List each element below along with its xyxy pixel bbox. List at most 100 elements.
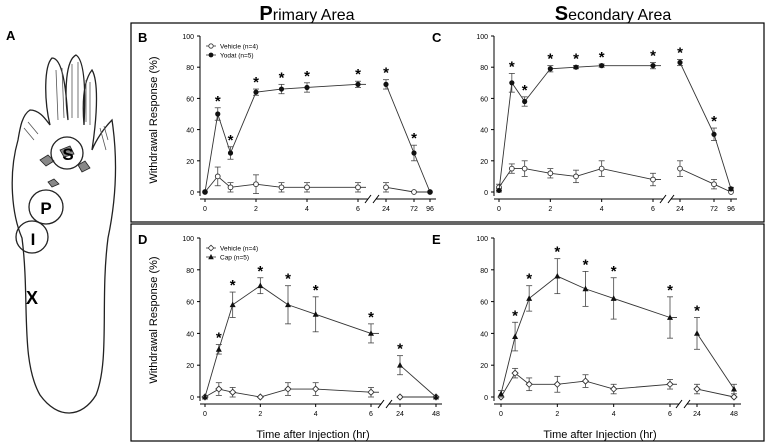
y-tick-label: 60 <box>186 300 194 307</box>
series-treatment: * * * * * * * * <box>202 65 433 195</box>
data-point <box>214 173 221 180</box>
y-axis-label-bottom: Withdrawal Response (%) <box>148 256 160 383</box>
data-point <box>383 81 389 87</box>
data-point <box>599 63 605 69</box>
y-tick-label: 20 <box>480 159 488 166</box>
data-point <box>521 165 528 172</box>
data-point <box>355 184 361 191</box>
data-point <box>610 385 618 393</box>
secondary-area-rest: econdary Area <box>568 7 671 24</box>
x-tick-label: 2 <box>548 206 552 213</box>
legend-label: Cap (n=5) <box>220 255 249 262</box>
legend-marker <box>208 43 214 49</box>
axis-break-mark <box>364 194 372 204</box>
data-point <box>509 80 515 86</box>
data-point <box>278 86 285 92</box>
significance-mark: * <box>512 307 518 324</box>
significance-mark: * <box>279 69 285 86</box>
significance-mark: * <box>677 44 683 61</box>
data-point <box>522 98 528 105</box>
x-tick-label: 4 <box>612 411 616 418</box>
data-point <box>508 165 515 172</box>
y-tick-label: 40 <box>480 331 488 338</box>
data-point <box>257 282 264 289</box>
x-tick-label: 2 <box>258 411 262 418</box>
y-tick-label: 100 <box>476 34 488 41</box>
region-circle-s <box>50 136 84 170</box>
data-point <box>397 362 403 368</box>
axis-break-mark <box>675 399 683 409</box>
data-point <box>227 184 234 191</box>
significance-mark: * <box>611 263 617 280</box>
significance-mark: * <box>228 132 234 149</box>
y-tick-label: 100 <box>476 236 488 243</box>
paw-marker-x: X <box>26 288 38 308</box>
axis-break-mark <box>385 399 393 409</box>
x-tick-label: 4 <box>305 206 309 213</box>
significance-mark: * <box>711 113 717 130</box>
y-tick-label: 100 <box>182 34 194 41</box>
data-point <box>677 59 683 66</box>
significance-mark: * <box>599 49 605 66</box>
data-point <box>693 385 701 393</box>
data-point <box>411 189 417 195</box>
data-point <box>694 330 700 336</box>
significance-mark: * <box>526 271 532 288</box>
data-point <box>215 111 221 117</box>
data-point <box>227 150 234 156</box>
y-tick-label: 40 <box>186 128 194 135</box>
significance-mark: * <box>355 66 361 83</box>
data-point <box>253 89 259 95</box>
significance-mark: * <box>583 256 589 273</box>
significance-mark: * <box>411 130 417 147</box>
significance-mark: * <box>257 263 263 280</box>
data-point <box>312 385 320 393</box>
data-point <box>728 186 734 192</box>
primary-area-rest: rimary Area <box>273 7 355 24</box>
y-tick-label: 60 <box>480 300 488 307</box>
paw-marker-s: S <box>62 145 73 164</box>
region-circle-p <box>28 189 64 225</box>
series-line <box>385 84 431 193</box>
data-point <box>582 285 589 292</box>
data-point <box>368 330 374 336</box>
data-point <box>547 170 554 177</box>
data-point <box>383 184 389 191</box>
x-tick-label: 2 <box>555 411 559 418</box>
data-point <box>711 131 717 137</box>
y-tick-label: 20 <box>186 159 194 166</box>
data-point <box>667 314 673 320</box>
significance-mark: * <box>694 303 700 320</box>
x-tick-label: 96 <box>727 206 735 213</box>
legend-marker <box>207 244 215 252</box>
significance-mark: * <box>383 65 389 82</box>
data-point <box>202 189 208 195</box>
data-point <box>650 176 656 183</box>
axis-break-mark <box>667 194 675 204</box>
significance-mark: * <box>397 341 403 358</box>
y-tick-label: 20 <box>186 363 194 370</box>
y-tick-label: 100 <box>182 236 194 243</box>
data-point <box>229 301 236 308</box>
data-point <box>256 393 264 401</box>
x-axis-label-primary: Time after Injection (hr) <box>256 429 369 441</box>
y-tick-label: 80 <box>186 268 194 275</box>
significance-mark: * <box>368 309 374 326</box>
x-tick-label: 72 <box>710 206 718 213</box>
x-tick-label: 96 <box>426 206 434 213</box>
significance-mark: * <box>547 51 553 68</box>
row-frame-top <box>130 22 765 223</box>
significance-mark: * <box>573 51 579 68</box>
paw-digit-lines <box>23 62 109 151</box>
x-tick-label: 0 <box>499 411 503 418</box>
data-point <box>355 81 361 87</box>
x-tick-label: 24 <box>396 411 404 418</box>
panel-letter-c: C <box>432 30 442 45</box>
axis-break-mark <box>377 399 385 409</box>
axis-break-mark <box>659 194 667 204</box>
legend-label: Vehicle (n=4) <box>220 44 258 51</box>
data-point <box>711 181 717 188</box>
